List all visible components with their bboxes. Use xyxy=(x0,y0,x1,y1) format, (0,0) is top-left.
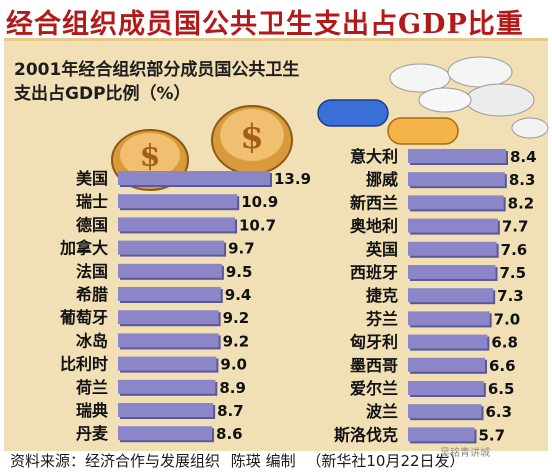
tablet-pill-icon xyxy=(447,56,513,88)
right-category-label: 捷克 xyxy=(366,286,398,305)
left-bar-group: 美国 13.9 瑞士 10.9 德国 10.7 加拿大 9.7 法国 9.5 希腊 9.4 葡萄牙 9.2… xyxy=(59,169,311,443)
left-bar xyxy=(118,356,217,371)
right-bar xyxy=(408,381,484,395)
right-category-label: 挪威 xyxy=(366,170,398,189)
right-bar xyxy=(408,149,506,163)
right-bar xyxy=(408,288,494,303)
right-category-label: 英国 xyxy=(365,240,398,259)
right-value-label: 5.7 xyxy=(479,426,506,444)
left-value-label: 9.2 xyxy=(223,332,250,350)
chart-subtitle: 2001年经合组织部分成员国公共卫生 支出占GDP比例（%） xyxy=(14,58,344,106)
right-bar xyxy=(408,334,488,349)
left-category-label: 丹麦 xyxy=(76,424,109,443)
right-value-label: 7.7 xyxy=(502,218,529,236)
coin-icon xyxy=(120,133,180,177)
page-title: 经合组织成员国公共卫生支出占GDP比重 xyxy=(6,9,524,40)
left-category-label: 美国 xyxy=(76,169,108,188)
coin-icon xyxy=(220,109,284,161)
left-value-label: 9.0 xyxy=(220,356,247,374)
tablet-pill-icon xyxy=(511,117,549,139)
left-value-label: 13.9 xyxy=(274,170,311,188)
right-category-label: 奥地利 xyxy=(350,217,398,236)
left-category-label: 荷兰 xyxy=(76,378,108,397)
right-category-label: 墨西哥 xyxy=(350,356,398,375)
left-category-label: 加拿大 xyxy=(59,239,108,258)
left-category-label: 冰岛 xyxy=(76,331,108,350)
left-bar xyxy=(118,310,219,325)
capsule-pill-icon xyxy=(317,99,389,127)
left-value-label: 8.9 xyxy=(219,379,246,397)
dollar-sign-icon: $ xyxy=(140,139,161,174)
left-value-label: 10.9 xyxy=(241,193,278,211)
right-value-label: 6.5 xyxy=(488,380,515,398)
left-value-label: 9.7 xyxy=(228,240,255,258)
right-bar xyxy=(408,172,505,187)
right-bar xyxy=(408,195,504,210)
right-category-label: 西班牙 xyxy=(350,263,398,282)
right-value-label: 6.3 xyxy=(486,403,513,421)
left-value-label: 9.2 xyxy=(223,309,250,327)
left-category-label: 葡萄牙 xyxy=(59,308,108,327)
left-bar xyxy=(118,263,222,278)
left-value-label: 9.5 xyxy=(226,263,253,281)
left-bar xyxy=(118,333,219,348)
right-bar xyxy=(408,404,482,419)
left-value-label: 8.6 xyxy=(216,425,243,443)
right-category-label: 匈牙利 xyxy=(349,333,398,352)
right-bar xyxy=(408,357,485,372)
right-value-label: 7.5 xyxy=(500,264,527,282)
source-note: 资料来源：经济合作与发展组织 xyxy=(10,452,221,470)
author-note: 陈瑛 编制 xyxy=(230,452,296,470)
chart-subtitle-line-1: 2001年经合组织部分成员国公共卫生 xyxy=(14,60,300,80)
credit-note: （新华社10月22日发） xyxy=(306,452,465,470)
left-value-label: 9.4 xyxy=(225,286,252,304)
chart-subtitle-line-2: 支出占GDP比例（%） xyxy=(14,84,191,104)
right-value-label: 8.4 xyxy=(510,148,537,166)
left-value-label: 10.7 xyxy=(239,216,276,234)
right-value-label: 8.3 xyxy=(509,171,536,189)
left-bar xyxy=(118,403,214,417)
left-bar xyxy=(118,217,236,232)
right-value-label: 7.0 xyxy=(494,310,521,328)
right-bar xyxy=(408,311,490,326)
left-bar xyxy=(118,171,270,185)
capsule-pill-icon xyxy=(387,117,459,145)
right-bar xyxy=(408,218,498,233)
left-bar xyxy=(118,240,225,255)
left-bar xyxy=(118,426,213,441)
right-category-label: 波兰 xyxy=(366,402,398,421)
right-value-label: 6.6 xyxy=(489,357,516,375)
right-category-label: 意大利 xyxy=(350,147,398,166)
watermark: 吴铭青讲城 xyxy=(440,448,490,459)
right-value-label: 6.8 xyxy=(491,334,518,352)
left-category-label: 瑞典 xyxy=(76,401,108,420)
right-value-label: 7.6 xyxy=(501,241,528,259)
right-bar xyxy=(408,241,497,256)
right-value-label: 7.3 xyxy=(497,287,524,305)
left-category-label: 法国 xyxy=(76,262,108,281)
left-bar xyxy=(118,287,221,301)
left-category-label: 瑞士 xyxy=(76,192,108,211)
pill-illustration xyxy=(317,56,549,145)
right-value-label: 8.2 xyxy=(508,194,535,212)
right-bar xyxy=(408,265,496,279)
dollar-sign-icon: $ xyxy=(240,117,264,157)
right-category-label: 斯洛伐克 xyxy=(334,425,398,444)
right-category-label: 爱尔兰 xyxy=(350,379,398,398)
right-category-label: 芬兰 xyxy=(365,309,398,328)
tablet-pill-icon xyxy=(465,83,535,117)
left-value-label: 8.7 xyxy=(217,402,244,420)
tablet-pill-icon xyxy=(418,87,472,113)
left-bar xyxy=(118,379,216,394)
left-category-label: 德国 xyxy=(76,215,108,234)
right-category-label: 新西兰 xyxy=(350,193,398,212)
footer: 资料来源：经济合作与发展组织 陈瑛 编制 （新华社10月22日发） xyxy=(10,450,550,472)
right-bar-group: 意大利 8.4 挪威 8.3 新西兰 8.2 奥地利 7.7 英国 7.6 西班牙 7.5 捷克 7.3 芬… xyxy=(334,147,537,444)
left-category-label: 比利时 xyxy=(60,355,108,374)
left-bar xyxy=(118,194,238,209)
right-bar xyxy=(408,427,475,442)
left-category-label: 希腊 xyxy=(76,285,108,304)
